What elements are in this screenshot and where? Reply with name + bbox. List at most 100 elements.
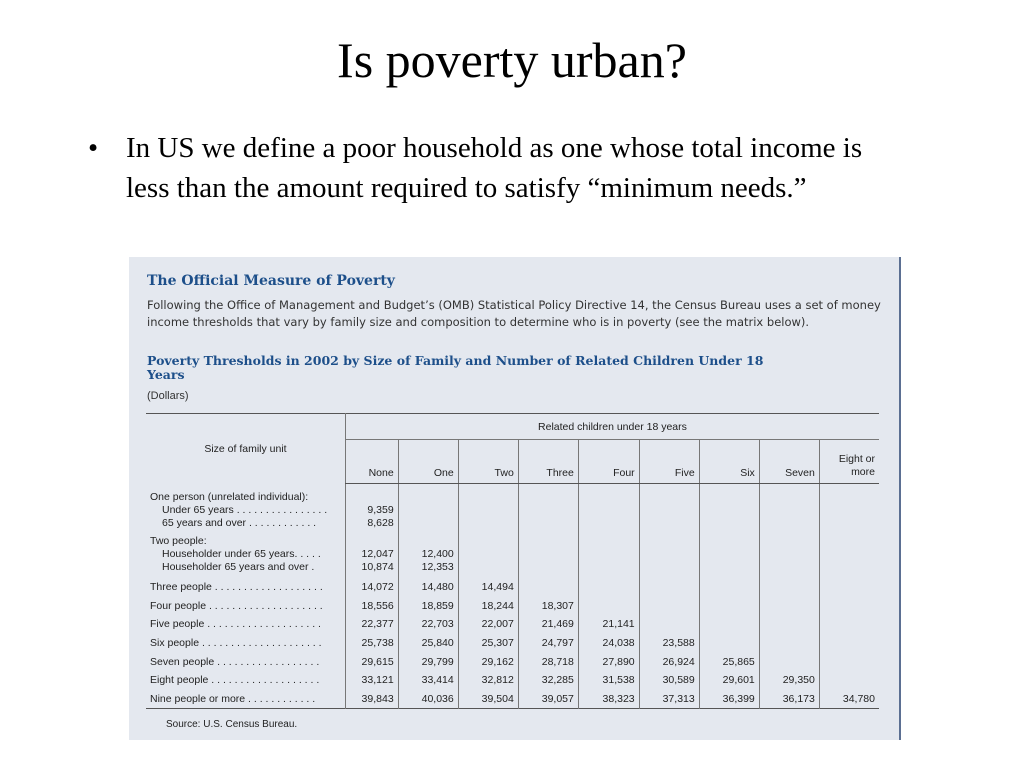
threshold-cell	[638, 504, 700, 517]
threshold-cell	[758, 516, 820, 529]
row-label-cell: Six people . . . . . . . . . . . . . . .…	[146, 634, 345, 653]
threshold-cell	[818, 633, 879, 653]
threshold-cell: 14,494	[457, 578, 519, 597]
bullet-icon: •	[88, 132, 99, 164]
row-label: One person (unrelated individual):	[150, 490, 309, 503]
threshold-cell	[577, 548, 640, 561]
threshold-cell: 29,350	[758, 670, 820, 690]
table-spacer-row	[146, 529, 879, 534]
threshold-cell: 30,589	[638, 670, 700, 690]
table-units: (Dollars)	[147, 390, 189, 402]
poverty-measure-panel: The Official Measure of Poverty Followin…	[129, 257, 901, 740]
threshold-cell: 18,859	[397, 596, 459, 616]
threshold-cell	[758, 560, 820, 573]
threshold-cell	[577, 504, 640, 517]
bullet-point: • In US we define a poor household as on…	[88, 128, 878, 208]
threshold-cell	[344, 483, 399, 504]
threshold-cell	[397, 483, 459, 504]
threshold-cell: 25,307	[457, 633, 519, 653]
spacer-cell	[397, 573, 459, 578]
table-row: Six people . . . . . . . . . . . . . . .…	[146, 633, 879, 653]
threshold-cell	[638, 548, 700, 561]
row-label-cell: Eight people . . . . . . . . . . . . . .…	[146, 671, 345, 690]
threshold-cell: 29,799	[397, 652, 459, 671]
spacer-cell	[818, 573, 879, 578]
threshold-cell	[818, 504, 879, 517]
spacer-cell	[457, 529, 519, 534]
threshold-cell	[517, 578, 579, 597]
threshold-cell	[818, 578, 879, 597]
threshold-cell	[758, 483, 820, 504]
threshold-cell: 12,353	[397, 560, 459, 573]
slide-title: Is poverty urban?	[337, 32, 687, 88]
threshold-cell	[758, 504, 820, 517]
threshold-cell	[758, 596, 820, 616]
threshold-cell	[517, 483, 579, 504]
spacer-cell	[698, 529, 760, 534]
threshold-cell	[758, 548, 820, 561]
threshold-cell	[758, 652, 820, 671]
threshold-cell	[577, 516, 640, 529]
threshold-cell	[577, 483, 640, 504]
table-row: Two people:	[146, 534, 879, 548]
row-label: Three people . . . . . . . . . . . . . .…	[150, 581, 323, 594]
column-header: None	[344, 439, 399, 484]
spacer-cell	[577, 529, 640, 534]
threshold-cell	[698, 596, 760, 616]
row-label: Eight people . . . . . . . . . . . . . .…	[150, 674, 320, 687]
threshold-cell: 21,469	[517, 615, 579, 634]
row-label-cell: Nine people or more . . . . . . . . . . …	[146, 690, 345, 709]
threshold-cell	[577, 578, 640, 597]
column-header: Six	[698, 439, 760, 484]
threshold-cell: 39,504	[457, 689, 519, 709]
threshold-cell: 8,628	[344, 516, 399, 529]
threshold-cell: 34,780	[818, 689, 879, 709]
threshold-cell	[638, 596, 700, 616]
table-row: Three people . . . . . . . . . . . . . .…	[146, 578, 879, 597]
row-label: 65 years and over . . . . . . . . . . . …	[162, 516, 317, 529]
threshold-cell	[397, 504, 459, 517]
threshold-cell: 31,538	[577, 670, 640, 690]
threshold-cell	[577, 534, 640, 548]
spacer-cell	[818, 529, 879, 534]
spacer-cell	[758, 573, 820, 578]
threshold-cell	[638, 560, 700, 573]
panel-title: The Official Measure of Poverty	[147, 273, 395, 289]
threshold-cell	[818, 596, 879, 616]
threshold-cell	[818, 670, 879, 690]
threshold-cell: 26,924	[638, 652, 700, 671]
threshold-cell	[457, 504, 519, 517]
table-body: One person (unrelated individual): Under …	[146, 483, 879, 709]
threshold-cell	[698, 633, 760, 653]
threshold-cell	[517, 560, 579, 573]
threshold-cell	[457, 483, 519, 504]
row-label: Under 65 years . . . . . . . . . . . . .…	[162, 504, 328, 517]
table-row: Householder 65 years and over . 10,874 12,…	[146, 560, 879, 573]
column-header: Eight or more	[818, 439, 879, 484]
spacer-cell	[344, 529, 399, 534]
threshold-cell: 9,359	[344, 504, 399, 517]
threshold-cell: 29,615	[344, 652, 399, 671]
row-label: Six people . . . . . . . . . . . . . . .…	[150, 637, 322, 650]
row-label: Householder 65 years and over .	[162, 560, 315, 573]
threshold-cell: 32,812	[457, 670, 519, 690]
threshold-cell	[758, 633, 820, 653]
threshold-cell	[638, 578, 700, 597]
table-column-header-row: None One Two Three Four Five Six Seven Eight or …	[146, 439, 879, 484]
threshold-cell: 37,313	[638, 689, 700, 709]
threshold-cell: 29,162	[457, 652, 519, 671]
threshold-cell: 21,141	[577, 615, 640, 634]
table-row: Eight people . . . . . . . . . . . . . .…	[146, 670, 879, 690]
row-label: Five people . . . . . . . . . . . . . . …	[150, 618, 321, 631]
threshold-cell	[517, 504, 579, 517]
spacer-cell	[344, 573, 399, 578]
table-row: Seven people . . . . . . . . . . . . . .…	[146, 652, 879, 671]
threshold-cell	[577, 596, 640, 616]
threshold-cell: 23,588	[638, 633, 700, 653]
size-of-family-header: Size of family unit	[204, 442, 287, 455]
column-header: One	[397, 439, 459, 484]
threshold-cell: 25,738	[344, 633, 399, 653]
spacer-cell	[517, 573, 579, 578]
table-row: One person (unrelated individual):	[146, 483, 879, 504]
row-label-cell: Four people . . . . . . . . . . . . . . …	[146, 597, 345, 616]
